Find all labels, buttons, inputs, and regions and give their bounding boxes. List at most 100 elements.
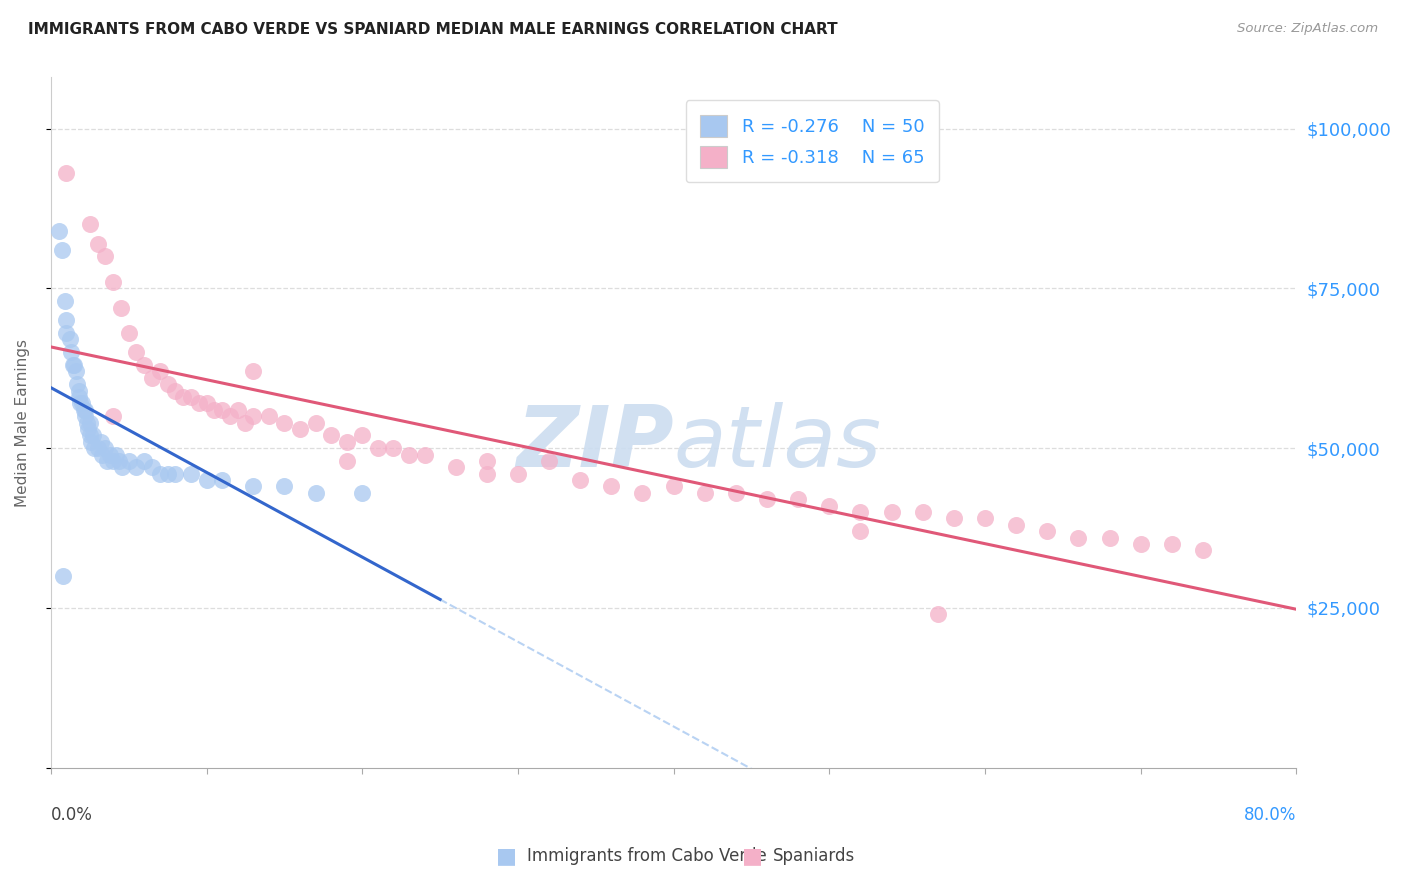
- Text: Source: ZipAtlas.com: Source: ZipAtlas.com: [1237, 22, 1378, 36]
- Point: [211, 402, 233, 417]
- Point: [94, 441, 117, 455]
- Point: [48, 224, 70, 238]
- Point: [77, 422, 100, 436]
- Point: [475, 454, 498, 468]
- Point: [974, 511, 997, 525]
- Point: [927, 607, 949, 622]
- Point: [352, 428, 374, 442]
- Point: [79, 416, 101, 430]
- Point: [382, 441, 405, 455]
- Point: [242, 364, 264, 378]
- Point: [1160, 537, 1182, 551]
- Point: [58, 333, 80, 347]
- Text: ZIP: ZIP: [516, 401, 673, 484]
- Point: [257, 409, 280, 424]
- Point: [149, 467, 172, 481]
- Point: [55, 166, 77, 180]
- Point: [149, 364, 172, 378]
- Point: [156, 467, 179, 481]
- Text: Spaniards: Spaniards: [773, 847, 855, 865]
- Point: [105, 448, 128, 462]
- Point: [1036, 524, 1059, 539]
- Point: [1067, 531, 1090, 545]
- Point: [134, 454, 156, 468]
- Point: [195, 396, 218, 410]
- Point: [242, 479, 264, 493]
- Point: [72, 402, 94, 417]
- Point: [101, 409, 124, 424]
- Point: [141, 460, 163, 475]
- Y-axis label: Median Male Earnings: Median Male Earnings: [15, 339, 30, 507]
- Point: [141, 371, 163, 385]
- Point: [90, 434, 112, 449]
- Point: [180, 390, 202, 404]
- Point: [336, 454, 359, 468]
- Point: [51, 243, 73, 257]
- Point: [83, 441, 105, 455]
- Point: [66, 377, 89, 392]
- Point: [91, 448, 114, 462]
- Point: [756, 492, 779, 507]
- Point: [118, 326, 141, 340]
- Point: [724, 486, 747, 500]
- Point: [98, 448, 121, 462]
- Legend: R = -0.276    N = 50, R = -0.318    N = 65: R = -0.276 N = 50, R = -0.318 N = 65: [686, 100, 939, 182]
- Text: ■: ■: [496, 847, 516, 866]
- Text: Immigrants from Cabo Verde: Immigrants from Cabo Verde: [527, 847, 768, 865]
- Point: [118, 454, 141, 468]
- Point: [67, 390, 90, 404]
- Point: [288, 422, 311, 436]
- Point: [187, 396, 209, 410]
- Point: [55, 313, 77, 327]
- Point: [86, 441, 108, 455]
- Point: [219, 409, 242, 424]
- Point: [538, 454, 561, 468]
- Text: atlas: atlas: [673, 401, 882, 484]
- Point: [62, 358, 84, 372]
- Point: [110, 301, 132, 315]
- Point: [52, 569, 75, 583]
- Point: [693, 486, 716, 500]
- Point: [818, 499, 841, 513]
- Point: [273, 416, 295, 430]
- Point: [1098, 531, 1121, 545]
- Point: [304, 486, 326, 500]
- Point: [211, 473, 233, 487]
- Point: [55, 326, 77, 340]
- Point: [569, 473, 592, 487]
- Point: [398, 448, 420, 462]
- Point: [506, 467, 529, 481]
- Point: [273, 479, 295, 493]
- Point: [101, 454, 124, 468]
- Point: [125, 345, 148, 359]
- Point: [101, 275, 124, 289]
- Point: [111, 460, 134, 475]
- Point: [60, 345, 83, 359]
- Point: [1192, 543, 1215, 558]
- Point: [1005, 517, 1028, 532]
- Point: [235, 416, 257, 430]
- Point: [195, 473, 218, 487]
- Text: 0.0%: 0.0%: [51, 805, 93, 823]
- Point: [1129, 537, 1152, 551]
- Point: [69, 396, 91, 410]
- Point: [75, 402, 97, 417]
- Point: [600, 479, 623, 493]
- Point: [880, 505, 903, 519]
- Text: 80.0%: 80.0%: [1244, 805, 1296, 823]
- Point: [156, 377, 179, 392]
- Text: ■: ■: [742, 847, 762, 866]
- Point: [787, 492, 810, 507]
- Point: [631, 486, 654, 500]
- Point: [202, 402, 225, 417]
- Point: [444, 460, 467, 475]
- Point: [849, 505, 872, 519]
- Point: [336, 434, 359, 449]
- Point: [413, 448, 436, 462]
- Point: [65, 364, 87, 378]
- Point: [79, 218, 101, 232]
- Point: [911, 505, 934, 519]
- Point: [352, 486, 374, 500]
- Point: [76, 416, 98, 430]
- Point: [172, 390, 194, 404]
